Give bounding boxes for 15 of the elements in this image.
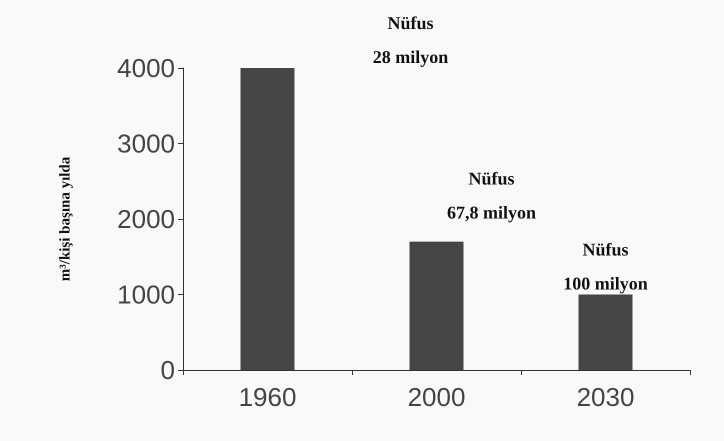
- y-tick-label: 0: [160, 355, 175, 385]
- y-tick-label: 2000: [117, 204, 175, 234]
- x-tick-label: 2030: [576, 382, 634, 412]
- y-tick-label: 1000: [117, 280, 175, 310]
- annotation: Nüfus 67,8 milyon: [446, 168, 536, 223]
- y-tick-label: 3000: [117, 128, 175, 158]
- x-tick-label: 1960: [238, 382, 296, 412]
- bar: [578, 294, 632, 370]
- annotation: Nüfus 100 milyon: [563, 240, 648, 294]
- y-axis-title: m³/kişi başına yılda: [58, 156, 74, 282]
- y-tick-label: 4000: [117, 53, 175, 83]
- bar: [410, 242, 464, 370]
- x-tick-label: 2000: [408, 382, 466, 412]
- bar: [240, 68, 294, 370]
- text: Nüfus 28 milyon: [372, 13, 448, 67]
